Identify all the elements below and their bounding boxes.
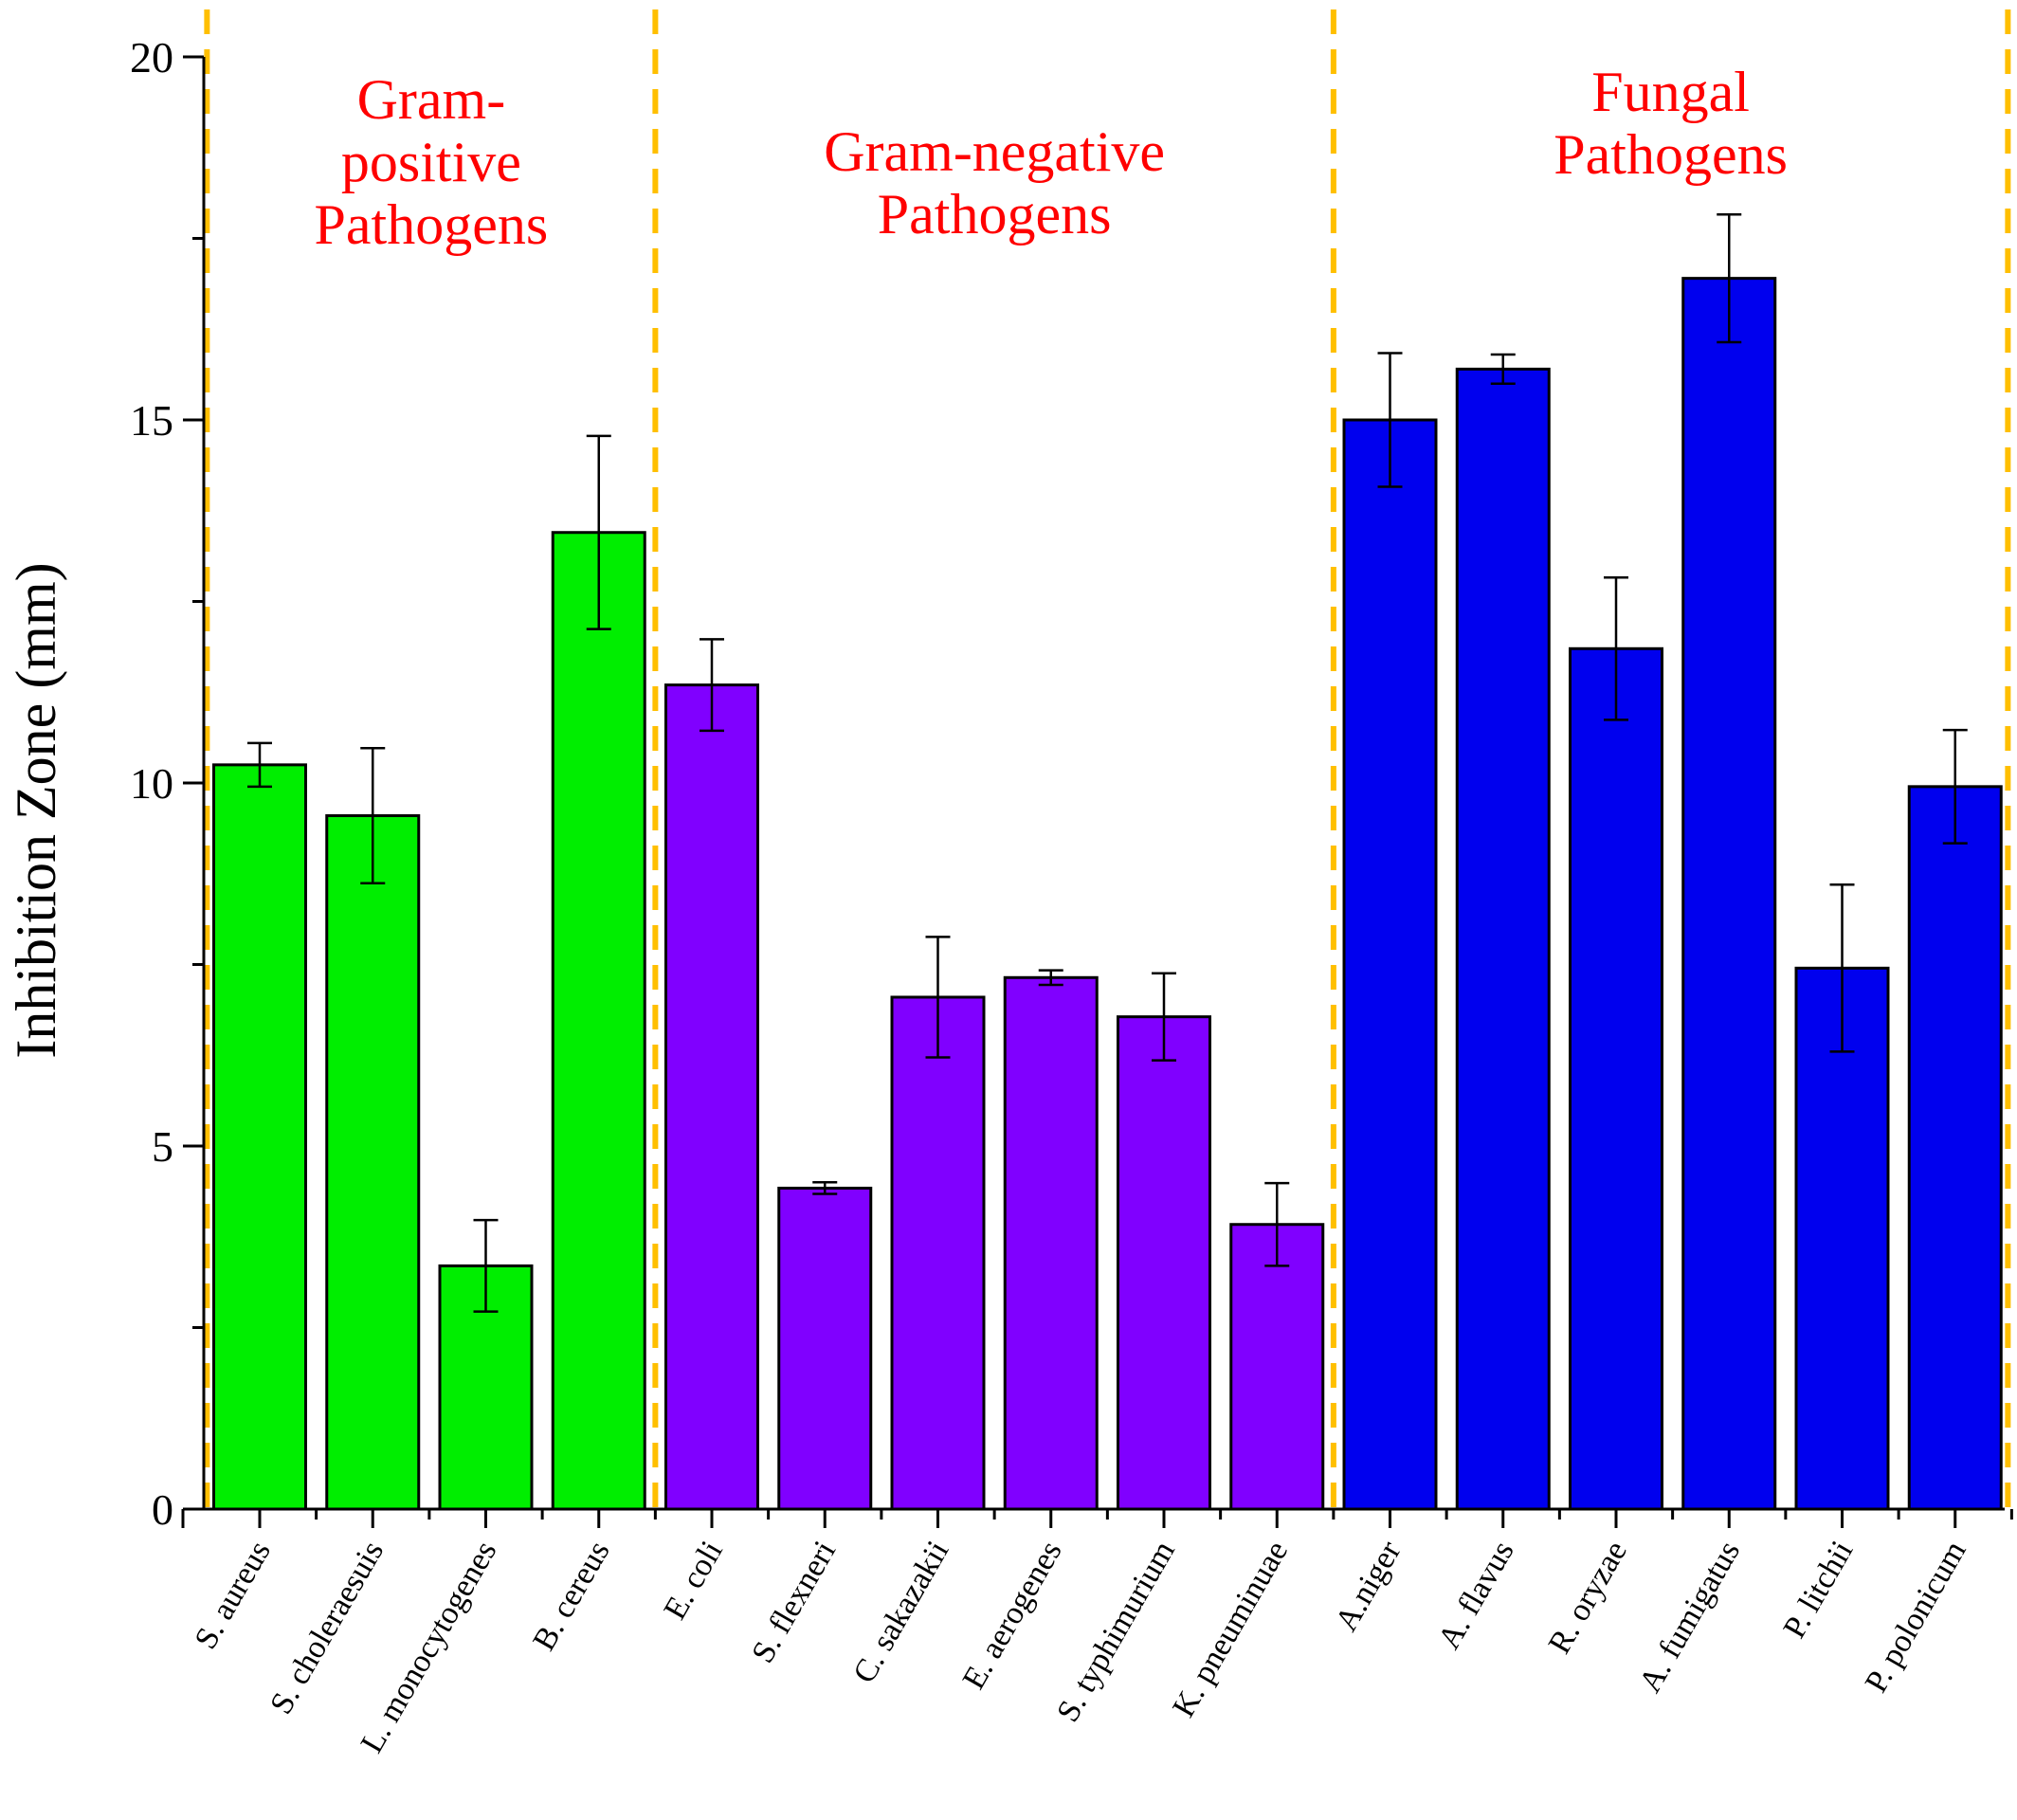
x-tick-label-3: B. cereus [526, 1536, 616, 1657]
bar-7 [1003, 975, 1099, 1511]
y-axis-title: Inhibition Zone (mm) [5, 562, 67, 1058]
bar-8 [1117, 1015, 1211, 1511]
x-tick-label-14: P. litchii [1777, 1536, 1861, 1645]
axes [181, 55, 2013, 1528]
x-tick-label-5: S. flexneri [745, 1536, 843, 1669]
bar-series [212, 277, 2003, 1511]
y-tick-label-0: 0 [152, 1485, 173, 1534]
x-tick-label-4: E. coli [658, 1536, 730, 1626]
bar-0 [212, 763, 307, 1511]
group-label-2-line-1: Pathogens [1554, 123, 1788, 186]
y-tick-label-1: 5 [152, 1122, 173, 1171]
group-label-0-line-0: Gram- [357, 68, 506, 131]
group-label-0-line-2: Pathogens [315, 193, 549, 256]
x-tick-label-1: S. choleraesuis [263, 1536, 391, 1720]
x-tick-label-0: S. aureus [189, 1536, 278, 1655]
group-label-2-line-0: Fungal [1591, 61, 1750, 123]
bar-14 [1794, 966, 1890, 1511]
y-tick-label-4: 20 [130, 33, 173, 82]
bar-13 [1681, 277, 1777, 1511]
bar-4 [664, 683, 759, 1511]
x-tick-label-10: A.niger [1329, 1535, 1408, 1637]
error-bars [247, 212, 1968, 1313]
y-tick-label-3: 15 [130, 396, 173, 445]
x-tick-label-9: K. pneuminuae [1166, 1536, 1295, 1723]
group-label-1-line-1: Pathogens [878, 183, 1112, 246]
x-tick-label-8: S. typhimurium [1050, 1536, 1182, 1728]
bar-9 [1229, 1223, 1325, 1511]
group-label-1-line-0: Gram-negative [824, 120, 1165, 183]
x-tick-label-13: A. fumigatus [1632, 1536, 1747, 1699]
bar-11 [1455, 367, 1551, 1511]
bar-6 [890, 995, 986, 1511]
x-tick-label-6: C. sakazakii [846, 1536, 955, 1689]
bar-5 [777, 1186, 873, 1511]
bar-12 [1569, 646, 1663, 1511]
bar-1 [325, 813, 421, 1511]
x-tick-label-11: A. flavus [1431, 1536, 1520, 1655]
x-tick-label-12: R. oryzae [1542, 1536, 1634, 1660]
group-label-0-line-1: positive [341, 131, 521, 193]
bar-10 [1342, 418, 1438, 1511]
bar-15 [1907, 785, 2003, 1511]
x-tick-label-7: E. aerogenes [956, 1536, 1069, 1696]
group-dividers [204, 9, 2011, 1509]
x-tick-label-15: P. polonicum [1859, 1536, 1973, 1699]
y-tick-label-2: 10 [130, 759, 173, 808]
bar-3 [551, 531, 646, 1511]
